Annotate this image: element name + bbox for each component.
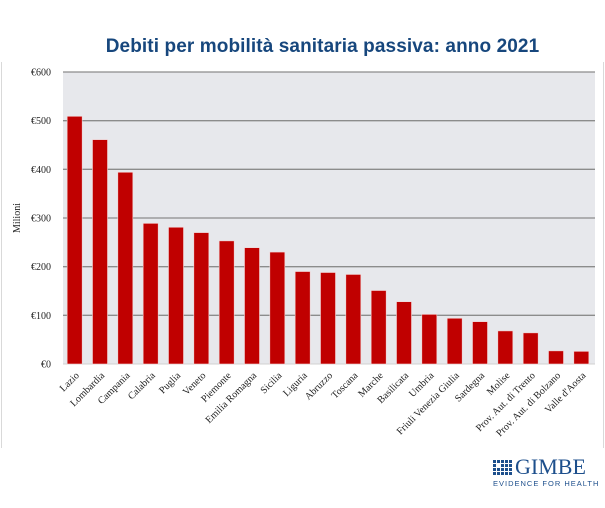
x-tick-label: Abruzzo bbox=[303, 370, 335, 402]
bar-marche bbox=[370, 290, 387, 365]
chart-title: Debiti per mobilità sanitaria passiva: a… bbox=[105, 36, 540, 57]
x-tick-label: Toscana bbox=[330, 370, 361, 401]
gimbe-logo: GIMBE EVIDENCE FOR HEALTH bbox=[493, 454, 603, 492]
bar-basilicata bbox=[396, 301, 412, 365]
bar-sardegna bbox=[472, 321, 488, 365]
bar-lombardia bbox=[92, 139, 108, 365]
bar-abruzzo bbox=[320, 272, 336, 365]
bar-prov-aut-di-trento bbox=[522, 332, 539, 365]
bar-piemonte bbox=[218, 240, 235, 365]
bar-emilia-romagna bbox=[244, 247, 260, 365]
y-tick-label: €100 bbox=[31, 311, 51, 322]
bar-toscana bbox=[345, 274, 362, 365]
chart-frame bbox=[1, 62, 604, 448]
bar-veneto bbox=[193, 232, 210, 365]
y-tick-label: €200 bbox=[31, 262, 51, 273]
x-tick-label: Calabria bbox=[126, 370, 158, 402]
bars bbox=[66, 115, 590, 365]
y-tick-label: €600 bbox=[31, 68, 51, 79]
y-tick-label: €0 bbox=[41, 360, 51, 371]
y-tick-label: €400 bbox=[31, 165, 51, 176]
bar-prov-aut-di-bolzano bbox=[548, 350, 564, 365]
bar-liguria bbox=[294, 271, 311, 365]
bar-valle-d-aosta bbox=[573, 351, 590, 365]
bar-umbria bbox=[421, 314, 438, 365]
bar-sicilia bbox=[269, 251, 286, 365]
bar-calabria bbox=[142, 223, 159, 365]
logo-grid-icon bbox=[493, 460, 512, 475]
y-tick-label: €500 bbox=[31, 116, 51, 127]
x-tick-label: Puglia bbox=[157, 370, 183, 396]
bar-molise bbox=[497, 330, 514, 365]
bar-campania bbox=[117, 171, 134, 365]
y-axis-ticks: €0 €100 €200 €300 €400 €500 €600 bbox=[31, 68, 51, 371]
y-axis-label: Milioni bbox=[12, 203, 23, 233]
y-tick-label: €300 bbox=[31, 214, 51, 225]
bar-friuli-venezia-giulia bbox=[446, 317, 463, 365]
bar-lazio bbox=[66, 115, 83, 365]
bar-puglia bbox=[168, 226, 184, 365]
logo-name: GIMBE bbox=[515, 454, 586, 479]
logo-tagline: EVIDENCE FOR HEALTH bbox=[493, 479, 600, 488]
